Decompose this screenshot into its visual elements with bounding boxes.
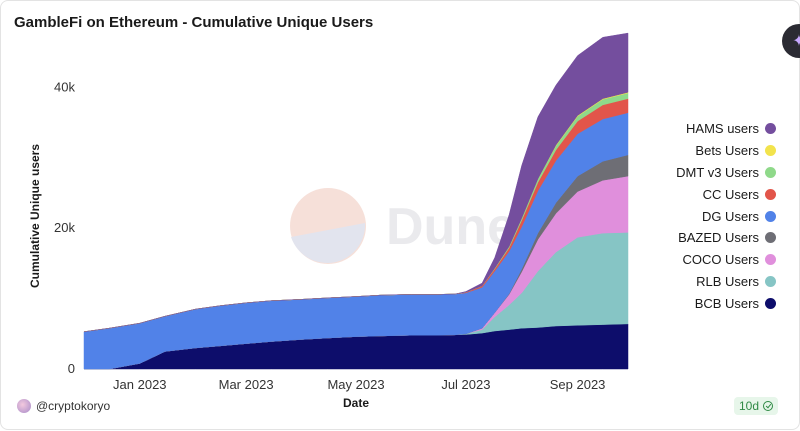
x-axis-label: Date bbox=[343, 396, 369, 410]
refresh-badge[interactable]: 10d bbox=[734, 397, 779, 415]
legend-swatch bbox=[765, 210, 776, 222]
legend-label: BCB Users bbox=[694, 295, 759, 311]
legend-item-dmt-v3-users[interactable]: DMT v3 Users bbox=[656, 162, 776, 184]
legend-label: Bets Users bbox=[695, 143, 759, 159]
x-tick-label: Mar 2023 bbox=[219, 377, 274, 392]
legend-item-hams-users[interactable]: HAMS users bbox=[656, 118, 776, 140]
y-axis-label: Cumulative Unique users bbox=[28, 144, 42, 288]
legend-swatch bbox=[765, 123, 776, 135]
y-tick-label: 20k bbox=[54, 220, 75, 235]
x-tick-label: Sep 2023 bbox=[550, 377, 606, 392]
legend-label: RLB Users bbox=[696, 273, 759, 289]
area-hams-users bbox=[83, 32, 629, 332]
check-icon bbox=[763, 401, 774, 411]
legend-item-cc-users[interactable]: CC Users bbox=[656, 183, 776, 205]
legend-label: BAZED Users bbox=[678, 230, 759, 246]
dune-watermark: Dune bbox=[290, 188, 516, 264]
y-tick-label: 40k bbox=[54, 79, 75, 94]
legend-label: COCO Users bbox=[682, 252, 759, 268]
legend-swatch bbox=[765, 297, 776, 309]
chart-areas bbox=[83, 32, 629, 370]
watermark-text: Dune bbox=[386, 198, 516, 256]
author-avatar bbox=[17, 399, 31, 413]
chart-legend: HAMS users Bets Users DMT v3 Users CC Users… bbox=[656, 118, 776, 314]
sparkle-button[interactable]: ✦ bbox=[782, 24, 800, 58]
x-tick-label: Jul 2023 bbox=[441, 377, 490, 392]
legend-label: DG Users bbox=[701, 208, 759, 224]
legend-label: CC Users bbox=[702, 186, 759, 202]
legend-swatch bbox=[765, 145, 776, 157]
legend-swatch bbox=[765, 275, 776, 287]
chart-title: GambleFi on Ethereum - Cumulative Unique… bbox=[14, 14, 374, 31]
legend-item-bcb-users[interactable]: BCB Users bbox=[656, 292, 776, 314]
x-tick-label: Jan 2023 bbox=[113, 377, 167, 392]
x-tick-label: May 2023 bbox=[327, 377, 384, 392]
legend-item-bets-users[interactable]: Bets Users bbox=[656, 140, 776, 162]
legend-swatch bbox=[765, 254, 776, 266]
legend-swatch bbox=[765, 232, 776, 244]
legend-label: DMT v3 Users bbox=[676, 164, 759, 180]
x-axis-ticks: Jan 2023 Mar 2023 May 2023 Jul 2023 Sep 2023 bbox=[113, 377, 605, 392]
legend-swatch bbox=[765, 188, 776, 200]
legend-label: HAMS users bbox=[686, 121, 759, 137]
y-tick-label: 0 bbox=[68, 361, 75, 376]
author-name: @cryptokoryo bbox=[36, 399, 111, 413]
sparkle-icon: ✦ bbox=[792, 33, 800, 50]
legend-item-coco-users[interactable]: COCO Users bbox=[656, 249, 776, 271]
legend-swatch bbox=[765, 166, 776, 178]
author-link[interactable]: @cryptokoryo bbox=[17, 399, 110, 413]
refresh-badge-label: 10d bbox=[739, 399, 760, 413]
y-axis-ticks: 0 20k 40k bbox=[54, 79, 75, 376]
legend-item-bazed-users[interactable]: BAZED Users bbox=[656, 227, 776, 249]
legend-item-rlb-users[interactable]: RLB Users bbox=[656, 271, 776, 293]
legend-item-dg-users[interactable]: DG Users bbox=[656, 205, 776, 227]
